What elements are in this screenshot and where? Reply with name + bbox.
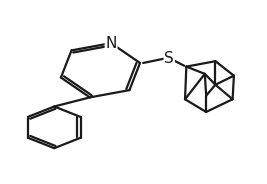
Text: S: S (164, 51, 174, 66)
Text: N: N (105, 36, 117, 51)
